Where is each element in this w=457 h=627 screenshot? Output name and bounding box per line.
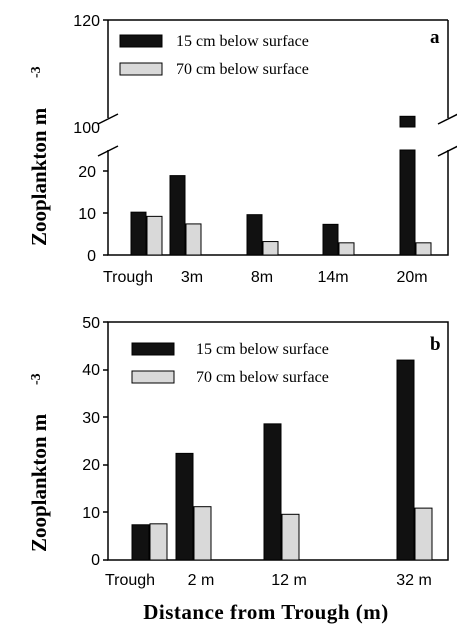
panel-b-bar-trough-15cm	[131, 524, 150, 561]
panel-b-bar-2m-70cm	[193, 506, 212, 561]
panel-a-legend-label-15cm: 15 cm below surface	[176, 33, 309, 50]
panel-b-xtick-2m: 2 m	[188, 572, 215, 589]
panel-a-ytick-100: 100	[73, 120, 100, 137]
panel-a: 120 100 20 10 0 Zooplankton m -3 a 15 cm…	[27, 13, 457, 286]
panel-a-ytick-20: 20	[78, 164, 96, 181]
panel-a-bar-3m-70cm	[185, 223, 202, 256]
panel-a-legend-label-70cm: 70 cm below surface	[176, 61, 309, 78]
panel-b-legend-label-70cm: 70 cm below surface	[196, 369, 329, 386]
panel-a-xtick-3m: 3m	[181, 269, 203, 286]
panel-b-legend-swatch-70cm	[131, 370, 175, 384]
panel-a-axis-break-left	[97, 113, 119, 157]
panel-b-legend-label-15cm: 15 cm below surface	[196, 341, 329, 358]
panel-b-bar-32m-70cm	[414, 507, 433, 561]
panel-b-ytick-0: 0	[91, 552, 100, 569]
panel-a-bar-14m-15cm	[322, 223, 339, 256]
panel-a-bar-20m-70cm	[415, 242, 432, 256]
panel-a-ylabel-exponent: -3	[29, 66, 44, 78]
panel-b-ytick-10: 10	[82, 505, 100, 522]
panel-a-ytick-0: 0	[87, 248, 96, 265]
panel-b-xtick-trough: Trough	[105, 572, 155, 589]
panel-a-bar-trough-15cm	[130, 211, 147, 256]
panel-b-ytick-marks	[103, 321, 108, 561]
panel-b-ylabel-exponent: -3	[29, 373, 44, 385]
panel-b-ytick-30: 30	[82, 410, 100, 427]
panel-a-xtick-trough: Trough	[103, 269, 153, 286]
panel-b-label: b	[430, 334, 441, 355]
panel-a-bar-trough-70cm	[146, 215, 163, 256]
panel-b-ytick-20: 20	[82, 457, 100, 474]
panel-a-ylabel: Zooplankton m	[27, 107, 51, 246]
panel-a-upper-frame	[107, 19, 449, 118]
panel-b-bar-12m-15cm	[263, 423, 282, 561]
panel-a-bar-8m-70cm	[262, 241, 279, 256]
panel-a-xtick-20m: 20m	[396, 269, 427, 286]
panel-b: 50 40 30 20 10 0 Zooplankton m -3 b 15 c…	[27, 315, 449, 624]
panel-a-label: a	[430, 27, 440, 48]
panel-a-axis-break-right	[437, 113, 457, 157]
panel-b-bar-32m-15cm	[396, 359, 415, 561]
panel-b-legend-swatch-15cm	[131, 342, 175, 356]
panel-a-ytick-120: 120	[73, 13, 100, 30]
panel-a-bar-8m-15cm	[246, 214, 263, 256]
panel-a-legend-swatch-15cm	[119, 34, 163, 48]
panel-b-ytick-40: 40	[82, 362, 100, 379]
panel-a-bar-14m-70cm	[338, 242, 355, 256]
panel-a-ytick-10: 10	[78, 206, 96, 223]
panel-b-bar-12m-70cm	[281, 513, 300, 561]
panel-b-ytick-50: 50	[82, 315, 100, 332]
panel-b-xtick-12m: 12 m	[271, 572, 307, 589]
panel-b-xtick-32m: 32 m	[396, 572, 432, 589]
panel-b-bar-2m-15cm	[175, 452, 194, 561]
panel-b-bar-trough-70cm	[149, 523, 168, 561]
panel-a-xtick-8m: 8m	[251, 269, 273, 286]
panel-a-legend-swatch-70cm	[119, 62, 163, 76]
panel-a-bar-20m-15cm	[399, 149, 416, 256]
panel-a-xtick-14m: 14m	[317, 269, 348, 286]
panel-a-bar-3m-15cm	[169, 175, 186, 256]
panel-b-ylabel: Zooplankton m	[27, 413, 51, 552]
panel-a-bar-20m-15cm-upper	[399, 115, 416, 128]
panel-b-xlabel: Distance from Trough (m)	[143, 600, 389, 624]
